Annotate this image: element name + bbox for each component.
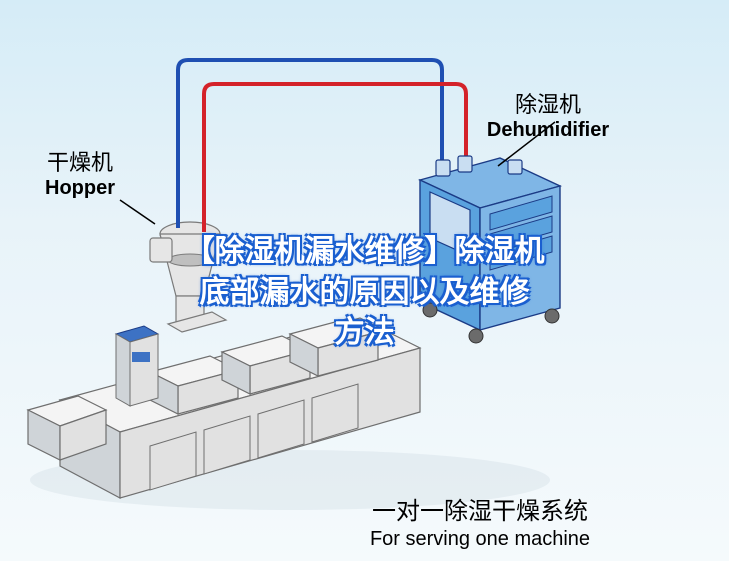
hopper-label-cn: 干燥机: [45, 150, 115, 176]
diagram-canvas: [0, 0, 729, 561]
dehumidifier-unit: [420, 156, 560, 343]
dehumidifier-label: 除湿机 Dehumidifier: [487, 92, 609, 142]
hopper-pointer: [120, 200, 155, 224]
hopper-label: 干燥机 Hopper: [45, 150, 115, 200]
system-label-cn: 一对一除湿干燥系统: [370, 498, 590, 527]
hopper-label-en: Hopper: [45, 176, 115, 200]
extruder-control-pillar: [116, 326, 158, 406]
dehumidifier-label-cn: 除湿机: [487, 92, 609, 118]
system-label-en: For serving one machine: [370, 527, 590, 551]
hopper-unit: [150, 222, 230, 332]
dehumidifier-label-en: Dehumidifier: [487, 118, 609, 142]
system-label: 一对一除湿干燥系统 For serving one machine: [370, 498, 590, 551]
